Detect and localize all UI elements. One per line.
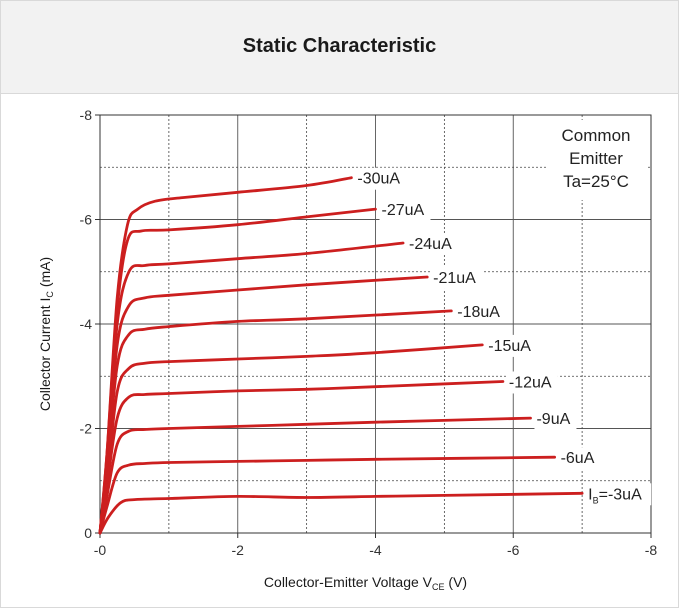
chart-header: Static Characteristic (1, 1, 678, 94)
x-axis-label: Collector-Emitter Voltage VCE (V) (264, 574, 467, 592)
series-label-background (586, 483, 652, 506)
annotation-line: Emitter (569, 149, 623, 168)
series-label-background (379, 199, 431, 222)
series-line (98, 309, 453, 535)
x-tick-label: -4 (369, 542, 382, 558)
series-label-background (355, 167, 407, 190)
annotation-line: Common (562, 126, 631, 145)
series-label: -21uA (433, 270, 476, 287)
series-label: -27uA (382, 202, 425, 219)
series-label-background (534, 408, 577, 431)
y-axis-label: Collector Current IC (mA) (37, 257, 55, 411)
series-label: -6uA (561, 450, 595, 467)
y-tick-label: -8 (80, 107, 93, 123)
chart-title: Static Characteristic (242, 35, 437, 57)
series-label-background (455, 300, 507, 323)
series-line (98, 343, 484, 535)
series-label: IB=-3uA (588, 486, 642, 505)
series-line (98, 416, 532, 535)
x-tick-label: -6 (507, 542, 520, 558)
x-tick-label: -8 (645, 542, 658, 558)
series-label-background (558, 447, 601, 470)
y-tick-label: -4 (80, 316, 93, 332)
series-label-background (431, 266, 483, 289)
x-tick-label: -2 (232, 542, 245, 558)
y-tick-label: -6 (80, 212, 93, 228)
series-line (98, 491, 584, 535)
series-label-background (407, 233, 459, 256)
series-label: -15uA (488, 338, 531, 355)
annotation-background (546, 120, 646, 200)
y-tick-label: -2 (80, 421, 93, 437)
y-tick-label: 0 (84, 525, 92, 541)
annotation-line: Ta=25°C (563, 172, 629, 191)
series-line (98, 380, 505, 535)
series-label: -30uA (357, 171, 400, 188)
series-label-background (506, 371, 558, 394)
series-label: -12uA (509, 374, 552, 391)
series-label-background (486, 334, 538, 357)
series-label: -24uA (409, 236, 452, 253)
x-tick-label: -0 (94, 542, 107, 558)
series-label: -9uA (536, 411, 570, 428)
series-label: -18uA (457, 304, 500, 321)
series-line (98, 455, 556, 535)
